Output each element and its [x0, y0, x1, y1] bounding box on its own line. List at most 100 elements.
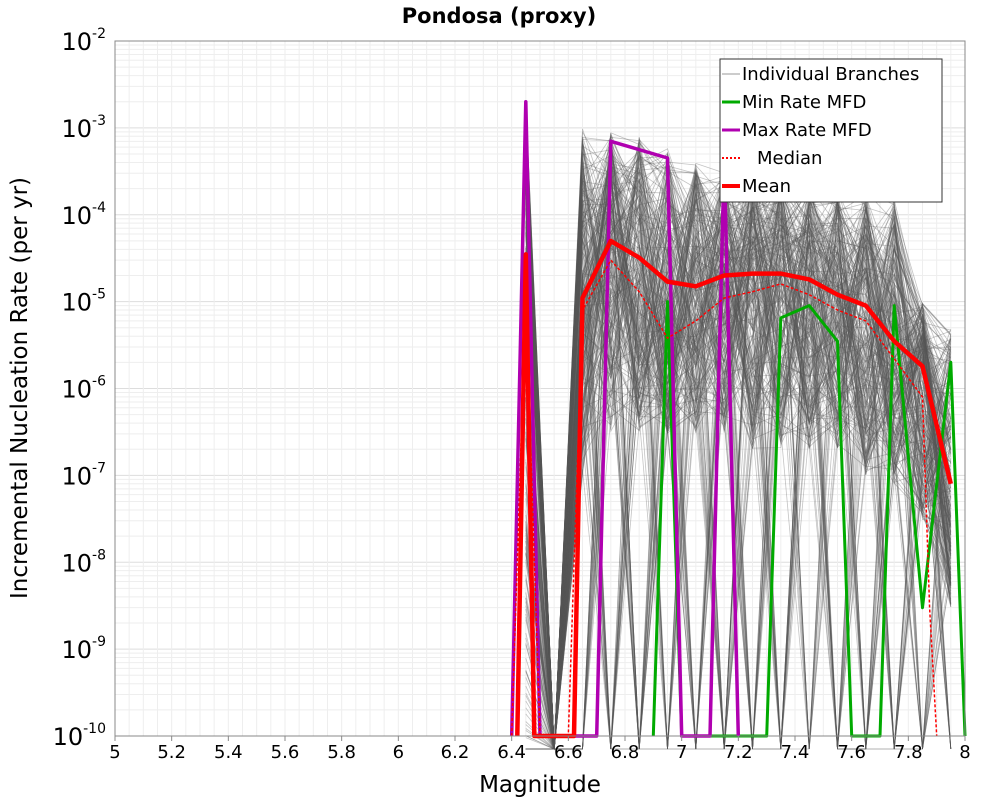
- x-tick-label: 6.6: [554, 742, 583, 763]
- branch-line: [525, 187, 952, 750]
- branch-line: [525, 173, 952, 750]
- branch-line: [525, 153, 952, 750]
- branch-line: [525, 139, 952, 750]
- branch-line: [525, 157, 952, 750]
- branch-line: [525, 133, 951, 750]
- branch-line: [525, 185, 952, 750]
- legend: Individual Branches Min Rate MFD Max Rate …: [719, 58, 943, 203]
- branch-line: [525, 155, 952, 750]
- branch-line: [525, 178, 952, 750]
- branch-line: [525, 186, 952, 750]
- branch-line: [525, 202, 952, 750]
- chart-title: Pondosa (proxy): [402, 4, 596, 28]
- branch-line: [525, 137, 952, 750]
- branch-line: [525, 185, 952, 750]
- branch-line: [525, 179, 952, 750]
- legend-label: Max Rate MFD: [742, 120, 872, 141]
- branch-line: [525, 191, 952, 750]
- branch-line: [525, 202, 952, 750]
- branch-line: [525, 188, 952, 750]
- branch-line: [525, 174, 952, 750]
- branch-line: [525, 183, 952, 750]
- plot-frame: [114, 40, 966, 737]
- y-tick-label: 10-9: [61, 634, 106, 664]
- x-tick-label: 5: [109, 742, 120, 763]
- branch-line: [525, 145, 952, 750]
- branch-line: [525, 156, 952, 750]
- branch-line: [525, 180, 952, 750]
- branch-line: [525, 175, 952, 750]
- branch-line: [525, 202, 952, 750]
- branch-line: [525, 175, 952, 750]
- branch-line: [525, 215, 952, 750]
- branch-line: [525, 155, 952, 750]
- branch-line: [525, 175, 952, 750]
- y-tick-label: 10-3: [61, 113, 106, 143]
- branch-line: [525, 159, 952, 750]
- x-tick-label: 7.2: [724, 742, 753, 763]
- branch-line: [525, 171, 952, 750]
- branch-line: [525, 142, 952, 750]
- branch-line: [525, 179, 951, 750]
- branch-line: [525, 133, 952, 750]
- branch-line: [525, 176, 952, 750]
- branch-line: [525, 135, 951, 750]
- branch-line: [525, 154, 952, 750]
- branch-line: [525, 188, 952, 750]
- branch-line: [525, 166, 952, 750]
- branch-line: [525, 133, 952, 750]
- branch-line: [525, 136, 952, 751]
- branch-line: [525, 178, 952, 750]
- branch-line: [525, 232, 952, 750]
- branch-line: [525, 169, 952, 750]
- branch-line: [525, 144, 952, 750]
- branch-line: [525, 152, 952, 750]
- branch-line: [525, 169, 951, 750]
- y-tick-label: 10-8: [61, 547, 106, 577]
- branch-line: [525, 154, 952, 750]
- branch-line: [525, 171, 952, 750]
- branch-line: [525, 165, 952, 750]
- y-tick-label: 10-7: [61, 460, 106, 490]
- x-tick-label: 7.8: [894, 742, 923, 763]
- branch-line: [525, 138, 952, 750]
- branch-line: [525, 117, 952, 750]
- branch-line: [525, 150, 952, 750]
- branch-line: [525, 169, 952, 750]
- branch-line: [525, 103, 952, 750]
- branch-line: [525, 138, 952, 750]
- branch-line: [525, 165, 951, 750]
- branch-line: [525, 161, 952, 750]
- branch-line: [525, 183, 951, 750]
- y-tick-label: 10-4: [61, 200, 106, 230]
- branch-line: [525, 181, 952, 750]
- branch-line: [525, 210, 952, 750]
- branch-line: [525, 232, 952, 750]
- branch-line: [525, 144, 952, 750]
- y-tick-label: 10-2: [61, 26, 106, 56]
- x-axis-label: Magnitude: [479, 772, 601, 798]
- branch-line: [525, 101, 952, 750]
- branch-line: [525, 168, 952, 750]
- branch-line: [525, 170, 952, 750]
- branch-line: [525, 121, 952, 750]
- branch-line: [525, 209, 952, 750]
- branch-line: [525, 189, 951, 750]
- branch-line: [525, 184, 952, 750]
- x-tick-label: 7.6: [837, 742, 866, 763]
- legend-label: Individual Branches: [742, 64, 919, 85]
- branch-line: [525, 177, 952, 750]
- branch-line: [525, 175, 952, 750]
- branch-line: [525, 198, 952, 750]
- x-tick-label: 6.4: [497, 742, 526, 763]
- branch-line: [525, 159, 952, 750]
- x-tick-label: 5.6: [271, 742, 300, 763]
- x-tick-label: 6.8: [611, 742, 640, 763]
- branch-line: [525, 158, 952, 750]
- branch-line: [525, 179, 952, 750]
- branch-line: [525, 145, 952, 750]
- branch-line: [525, 136, 952, 750]
- series-line-max-rate-mfd: [509, 99, 741, 738]
- branch-line: [525, 143, 952, 750]
- branch-line: [525, 136, 952, 750]
